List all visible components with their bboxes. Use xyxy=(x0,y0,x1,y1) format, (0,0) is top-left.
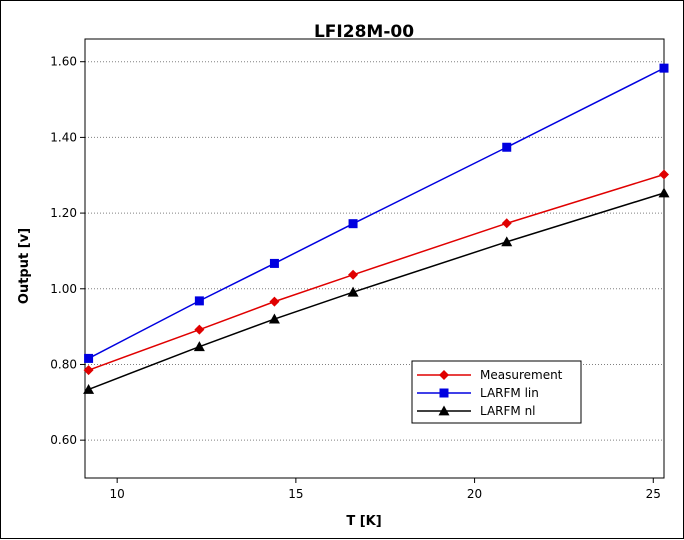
legend-item: Measurement xyxy=(417,368,563,382)
y-tick-label: 1.20 xyxy=(50,206,77,220)
square-marker xyxy=(269,258,279,268)
series-line xyxy=(88,192,665,391)
y-axis-ticks: 0.60 0.80 1.00 1.20 1.40 1.60 xyxy=(50,55,85,447)
legend-label: Measurement xyxy=(480,368,563,382)
square-marker xyxy=(84,353,94,363)
y-tick-label: 1.00 xyxy=(50,282,77,296)
legend: Measurement LARFM lin LARFM nl xyxy=(411,360,582,424)
triangle-marker xyxy=(347,286,359,297)
y-tick-label: 0.80 xyxy=(50,357,77,371)
legend-item: LARFM lin xyxy=(417,386,539,400)
series-measurement xyxy=(83,169,669,376)
x-tick-label: 10 xyxy=(110,487,125,501)
triangle-marker xyxy=(83,383,95,394)
triangle-marker xyxy=(658,187,670,198)
legend-label: LARFM nl xyxy=(480,404,536,418)
triangle-marker xyxy=(501,236,513,247)
triangle-marker xyxy=(193,341,205,352)
diamond-marker xyxy=(439,370,449,380)
x-tick-label: 20 xyxy=(467,487,482,501)
square-marker xyxy=(194,296,204,306)
square-marker xyxy=(659,63,669,73)
x-axis-title: T [K] xyxy=(346,514,381,529)
y-tick-label: 0.60 xyxy=(50,433,77,447)
plot-area xyxy=(84,38,665,479)
triangle-marker xyxy=(438,405,450,416)
diamond-marker xyxy=(194,324,205,335)
y-tick-label: 1.60 xyxy=(50,55,77,69)
series-line xyxy=(88,173,665,371)
diamond-marker xyxy=(501,218,512,229)
series-line xyxy=(88,67,665,360)
series-larfm-nl xyxy=(83,187,670,394)
square-marker xyxy=(439,388,449,398)
legend-label: LARFM lin xyxy=(480,386,539,400)
x-tick-label: 25 xyxy=(646,487,661,501)
x-tick-label: 15 xyxy=(288,487,303,501)
legend-item: LARFM nl xyxy=(417,404,536,418)
square-marker xyxy=(348,219,358,229)
diamond-marker xyxy=(659,169,669,180)
y-tick-label: 1.40 xyxy=(50,130,77,144)
chart-title: LFI28M-00 xyxy=(314,22,414,42)
gridlines xyxy=(85,61,664,441)
x-axis-ticks: 10 15 20 25 xyxy=(110,478,661,501)
triangle-marker xyxy=(268,313,280,324)
y-axis-title: Output [v] xyxy=(17,228,32,304)
diamond-marker xyxy=(348,269,359,280)
diamond-marker xyxy=(83,365,94,376)
series-larfm-lin xyxy=(84,63,669,363)
series-layer xyxy=(83,63,670,394)
diamond-marker xyxy=(269,296,280,307)
square-marker xyxy=(502,142,512,152)
